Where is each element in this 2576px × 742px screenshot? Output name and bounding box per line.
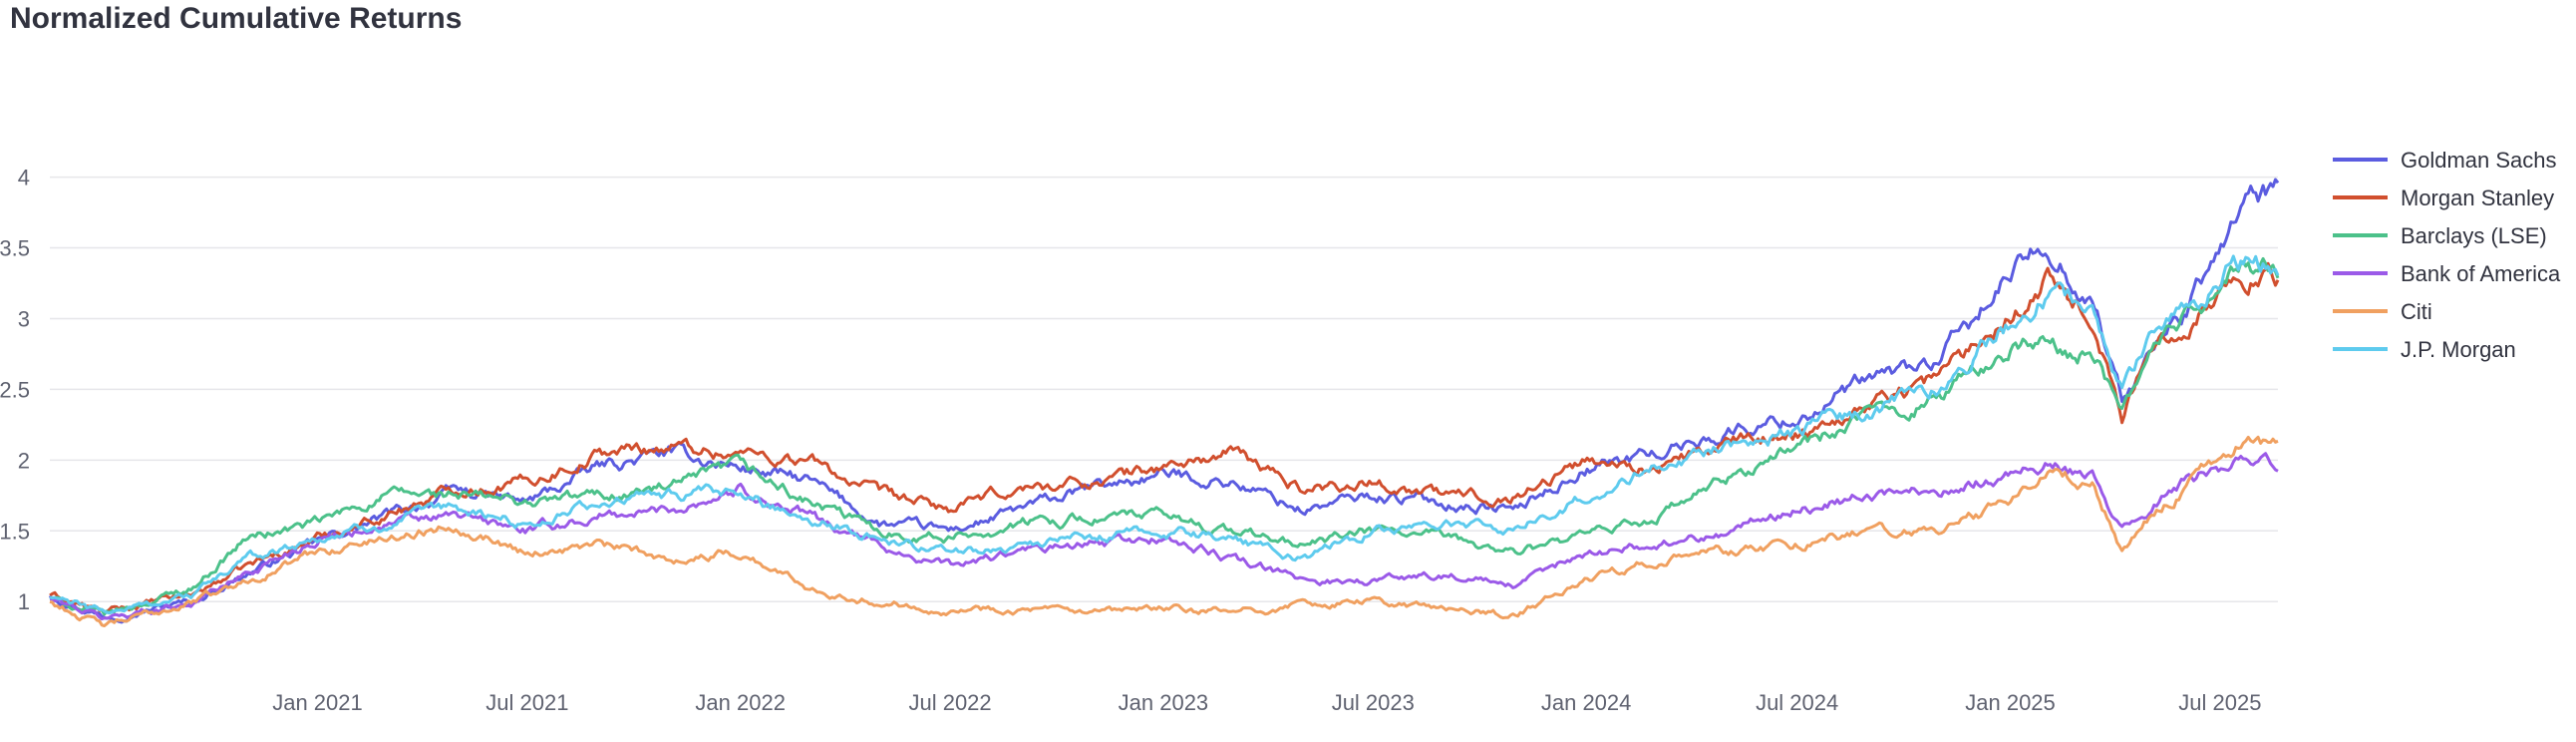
legend-label: Citi [2401,299,2432,324]
legend-label: Barclays (LSE) [2401,223,2547,248]
x-tick-label: Jul 2022 [908,690,991,715]
legend-label: J.P. Morgan [2401,337,2516,362]
series-line-barclays-lse[interactable] [49,256,2280,616]
y-axis: 1 1.5 2 2.5 3 3.5 4 [0,166,30,615]
y-tick-label: 2.5 [0,377,30,402]
y-tick-label: 3.5 [0,236,30,261]
series-line-bank-of-america[interactable] [49,452,2279,621]
x-tick-label: Jan 2025 [1965,690,2056,715]
y-tick-label: 3 [18,306,30,331]
x-tick-label: Jul 2021 [485,690,568,715]
legend-item[interactable]: Morgan Stanley [2333,186,2554,210]
x-tick-label: Jul 2025 [2178,690,2261,715]
series-line-j-p-morgan[interactable] [49,254,2280,615]
legend-label: Morgan Stanley [2401,186,2554,210]
x-tick-label: Jul 2024 [1756,690,1838,715]
series-line-goldman-sachs[interactable] [48,178,2280,624]
x-tick-label: Jul 2023 [1332,690,1415,715]
legend-item[interactable]: Barclays (LSE) [2333,223,2547,248]
legend-item[interactable]: J.P. Morgan [2333,337,2516,362]
x-tick-label: Jan 2022 [695,690,786,715]
y-tick-label: 2 [18,448,30,473]
chart-title: Normalized Cumulative Returns [10,2,463,35]
y-tick-label: 1 [18,589,30,614]
series-line-morgan-stanley[interactable] [49,261,2280,614]
legend: Goldman Sachs Morgan Stanley Barclays (LSE… [2333,148,2561,362]
series-line-citi[interactable] [49,435,2279,627]
y-tick-label: 4 [18,166,30,190]
legend-label: Goldman Sachs [2401,148,2557,173]
legend-item[interactable]: Bank of America [2333,261,2561,286]
x-tick-label: Jan 2021 [272,690,363,715]
x-axis: Jan 2021 Jul 2021 Jan 2022 Jul 2022 Jan 2023… [272,690,2261,715]
legend-item[interactable]: Citi [2333,299,2432,324]
grid-layer [50,176,2278,602]
series-layer [48,178,2280,627]
legend-label: Bank of America [2401,261,2561,286]
x-tick-label: Jan 2023 [1119,690,1209,715]
legend-item[interactable]: Goldman Sachs [2333,148,2557,173]
y-tick-label: 1.5 [0,519,30,544]
x-tick-label: Jan 2024 [1541,690,1632,715]
